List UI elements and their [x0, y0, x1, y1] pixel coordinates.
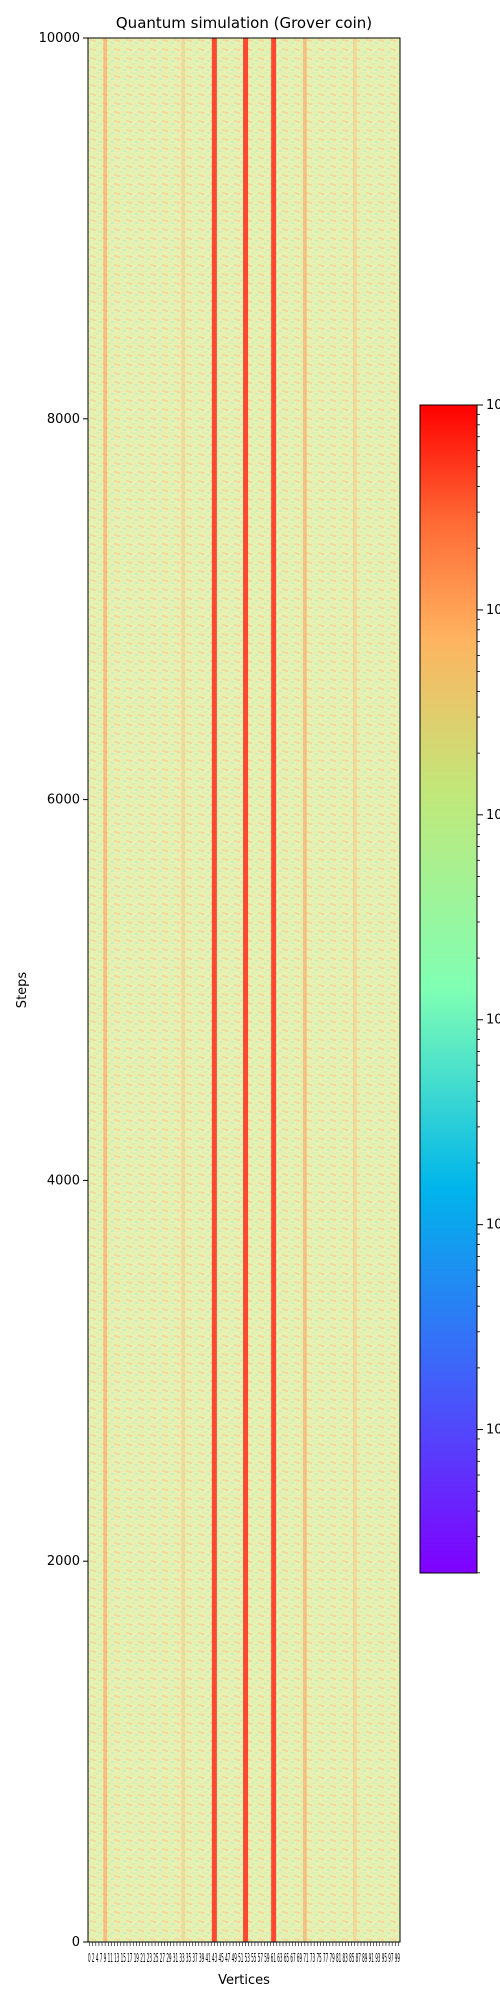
heatmap-column-vertex-50 [243, 38, 249, 1942]
colorbar-tick-label: 10 [486, 1423, 500, 1438]
x-axis-label: Vertices [218, 1973, 270, 1988]
colorbar-tick-label: 10 [486, 603, 500, 618]
y-axis-label: Steps [15, 972, 30, 1009]
y-tick-label: 2000 [47, 1554, 80, 1569]
y-tick-label: 4000 [47, 1173, 80, 1188]
colorbar-tick-label: 10 [486, 1013, 500, 1028]
heatmap-column-vertex-85 [352, 38, 357, 1942]
x-axis-ticks [89, 1942, 399, 1946]
colorbar-tick-label: 10 [486, 398, 500, 413]
colorbar [419, 404, 478, 1574]
y-tick-label: 6000 [47, 793, 80, 808]
y-tick-label: 0 [72, 1935, 80, 1950]
colorbar-ticks: 10 10 10 10 10 10 [477, 398, 500, 1574]
y-tick-label: 10000 [39, 31, 80, 46]
y-axis-ticks: 0 2000 4000 6000 8000 10000 [39, 31, 88, 1950]
colorbar-tick-label: 10 [486, 808, 500, 823]
heatmap-column-vertex-59 [271, 38, 277, 1942]
colorbar-tick-label: 10 [486, 1218, 500, 1233]
heatmap-column-vertex-5 [103, 38, 108, 1942]
heatmap-column-vertex-69 [302, 38, 307, 1942]
chart-title: Quantum simulation (Grover coin) [116, 14, 372, 32]
heatmap-column-vertex-40 [211, 38, 217, 1942]
heatmap-column-vertex-30 [181, 38, 186, 1942]
x-tick-labels: 0 2 4 7 9 11 13 15 17 19 21 23 25 27 29 … [88, 1951, 400, 1965]
plot-frame [87, 37, 401, 1943]
y-tick-label: 8000 [47, 412, 80, 427]
heatmap-columns [103, 38, 357, 1942]
